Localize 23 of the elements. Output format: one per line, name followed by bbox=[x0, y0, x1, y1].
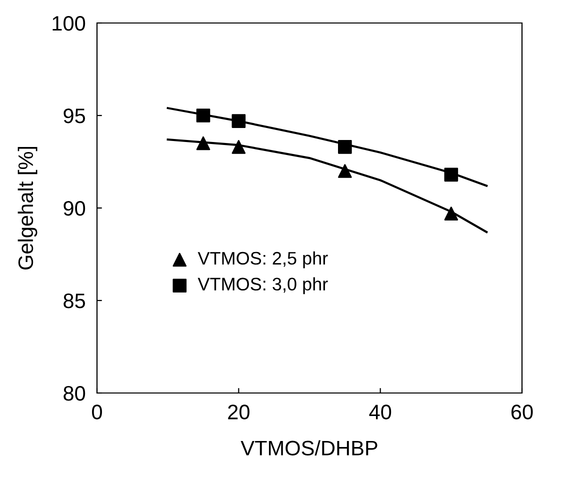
point bbox=[196, 136, 210, 150]
x-axis-title: VTMOS/DHBP bbox=[240, 440, 378, 456]
legend-label: VTMOS: 2,5 phr bbox=[198, 251, 328, 268]
y-tick-label: 95 bbox=[64, 108, 86, 124]
point bbox=[196, 108, 210, 122]
x-tick-label: 20 bbox=[228, 404, 250, 420]
point bbox=[338, 140, 352, 154]
line-series bbox=[166, 138, 488, 234]
line-series bbox=[166, 107, 488, 187]
x-tick-label: 60 bbox=[511, 404, 533, 420]
x-tick-label: 0 bbox=[92, 404, 102, 420]
point bbox=[338, 164, 352, 178]
point bbox=[232, 140, 246, 154]
x-tick-label: 40 bbox=[369, 404, 392, 420]
point bbox=[444, 168, 458, 182]
y-axis-title: Gelgehalt [%] bbox=[18, 146, 38, 270]
y-tick-label: 80 bbox=[64, 386, 86, 401]
y-tick-label: 90 bbox=[64, 201, 86, 216]
y-tick-label: 85 bbox=[64, 294, 86, 308]
point bbox=[444, 206, 458, 220]
legend-label: VTMOS: 3,0 phr bbox=[198, 277, 328, 294]
y-tick-label: 100 bbox=[52, 16, 86, 31]
point bbox=[232, 114, 246, 128]
